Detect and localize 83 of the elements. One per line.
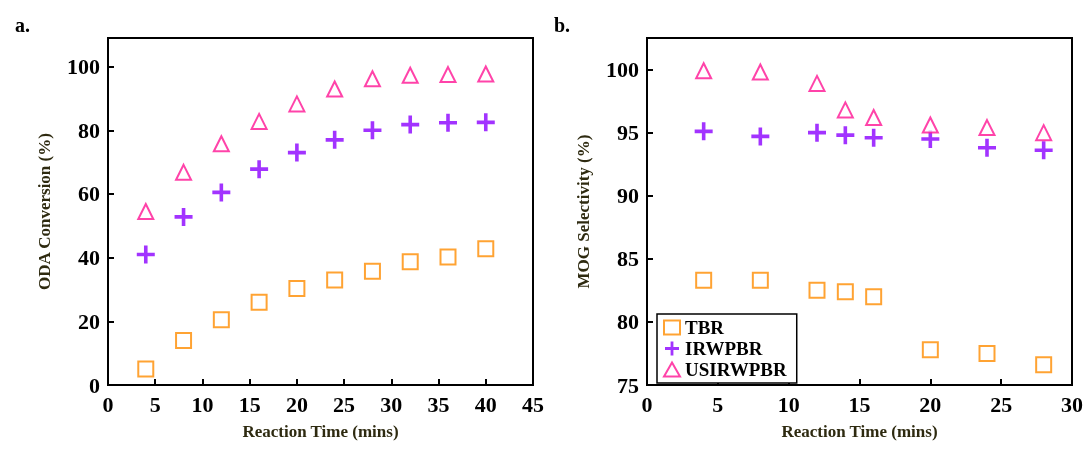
point bbox=[401, 66, 419, 84]
x-tick-label: 20 bbox=[919, 391, 942, 417]
x-tick-label: 15 bbox=[238, 391, 261, 417]
point bbox=[363, 70, 381, 88]
point bbox=[865, 108, 883, 126]
point bbox=[212, 135, 230, 153]
point bbox=[751, 63, 769, 81]
point bbox=[326, 271, 344, 289]
legend-label: USIRWPBR bbox=[685, 359, 788, 380]
point bbox=[137, 360, 155, 378]
x-tick-label: 20 bbox=[285, 391, 308, 417]
y-tick-label: 80 bbox=[78, 117, 100, 143]
y-axis-title: MOG Selectivity (%) bbox=[574, 134, 593, 289]
legend-label: TBR bbox=[685, 317, 725, 338]
x-axis-title: Reaction Time (mins) bbox=[242, 422, 399, 441]
chart-title: a. bbox=[15, 14, 30, 36]
x-tick-label: 45 bbox=[522, 391, 544, 417]
point bbox=[808, 281, 826, 299]
x-tick-label: 30 bbox=[380, 391, 403, 417]
point bbox=[325, 130, 344, 149]
y-tick-label: 95 bbox=[617, 120, 639, 146]
point bbox=[808, 123, 826, 142]
point bbox=[326, 80, 344, 98]
point bbox=[136, 245, 155, 264]
legend-label: IRWPBR bbox=[685, 338, 763, 359]
y-tick-label: 80 bbox=[617, 309, 639, 335]
x-tick-label: 10 bbox=[191, 391, 214, 417]
point bbox=[695, 62, 713, 80]
point bbox=[250, 112, 268, 130]
x-tick-label: 25 bbox=[333, 391, 356, 417]
point bbox=[865, 288, 883, 306]
point bbox=[751, 271, 769, 289]
point bbox=[978, 138, 996, 157]
point bbox=[287, 143, 306, 162]
point bbox=[1035, 356, 1053, 374]
point bbox=[212, 311, 230, 329]
x-tick-label: 10 bbox=[777, 391, 800, 417]
point bbox=[921, 341, 939, 359]
y-tick-label: 60 bbox=[78, 181, 100, 207]
x-tick-label: 40 bbox=[474, 391, 497, 417]
point bbox=[401, 253, 419, 271]
point bbox=[477, 65, 495, 83]
y-tick-label: 0 bbox=[89, 372, 100, 398]
chart-title: b. bbox=[554, 14, 571, 36]
y-tick-label: 75 bbox=[617, 372, 639, 398]
point bbox=[808, 74, 826, 92]
point bbox=[250, 160, 269, 179]
point bbox=[175, 163, 193, 181]
point bbox=[836, 283, 854, 301]
y-tick-label: 85 bbox=[617, 246, 639, 272]
x-tick-label: 25 bbox=[990, 391, 1013, 417]
point bbox=[836, 126, 855, 145]
point bbox=[288, 95, 306, 113]
point bbox=[288, 280, 306, 298]
y-tick-label: 100 bbox=[606, 57, 639, 83]
point bbox=[175, 331, 193, 349]
y-axis-title: ODA Conversion (%) bbox=[35, 133, 54, 290]
point bbox=[174, 207, 193, 226]
x-tick-label: 30 bbox=[1061, 391, 1083, 417]
x-tick-label: 5 bbox=[149, 391, 161, 417]
point bbox=[401, 115, 420, 134]
point bbox=[476, 113, 495, 132]
point bbox=[836, 101, 854, 119]
point bbox=[978, 119, 996, 137]
y-tick-label: 90 bbox=[617, 183, 639, 209]
y-tick-label: 20 bbox=[78, 308, 100, 334]
x-tick-label: 5 bbox=[712, 391, 724, 417]
point bbox=[1035, 124, 1053, 142]
point bbox=[978, 344, 996, 362]
point bbox=[921, 116, 939, 134]
point bbox=[439, 66, 457, 84]
point bbox=[477, 240, 495, 258]
x-tick-label: 35 bbox=[427, 391, 450, 417]
x-axis-title: Reaction Time (mins) bbox=[781, 422, 938, 441]
y-tick-label: 40 bbox=[78, 245, 100, 271]
point bbox=[250, 293, 268, 311]
point bbox=[695, 271, 713, 289]
y-tick-label: 100 bbox=[67, 54, 100, 80]
point bbox=[439, 248, 457, 266]
x-tick-label: 15 bbox=[848, 391, 871, 417]
point bbox=[137, 203, 155, 220]
point bbox=[363, 262, 381, 280]
point bbox=[439, 113, 457, 132]
